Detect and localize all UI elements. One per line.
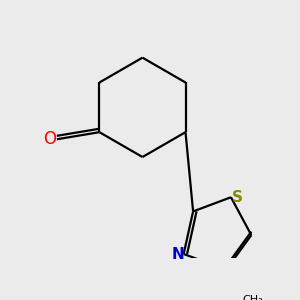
Text: O: O xyxy=(44,130,56,148)
Text: N: N xyxy=(172,247,185,262)
Text: S: S xyxy=(232,190,243,205)
Text: CH₃: CH₃ xyxy=(242,295,262,300)
